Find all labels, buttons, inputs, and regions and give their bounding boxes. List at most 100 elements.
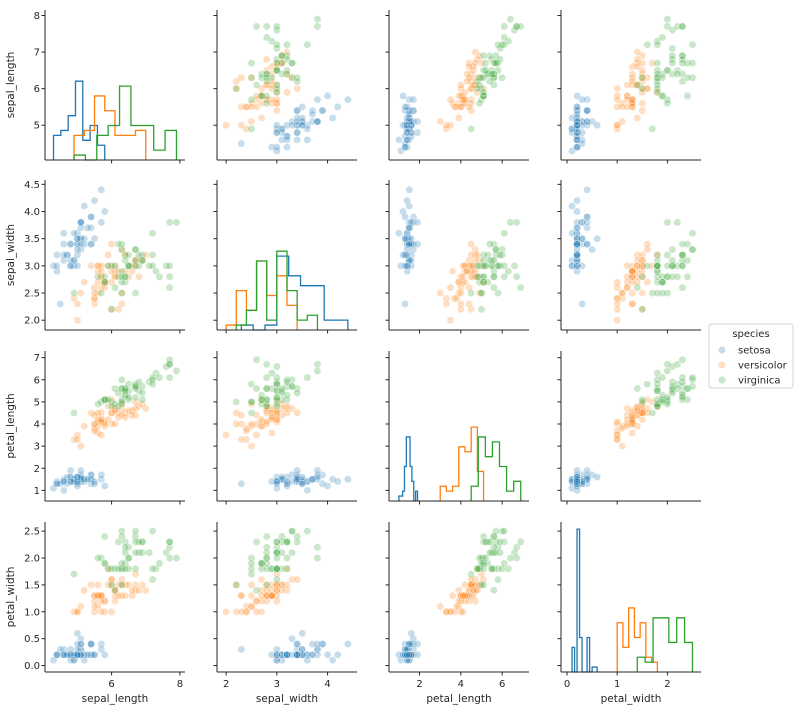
point-setosa xyxy=(583,240,591,249)
point-setosa xyxy=(288,470,296,479)
point-setosa xyxy=(573,110,581,119)
y-tick-label: 4.5 xyxy=(24,180,40,191)
point-versicolor xyxy=(467,106,476,115)
point-versicolor xyxy=(477,59,486,67)
histogram-virginica xyxy=(636,617,694,672)
point-virginica xyxy=(247,564,256,573)
point-virginica xyxy=(111,283,119,292)
point-versicolor xyxy=(247,117,256,126)
point-versicolor xyxy=(623,404,632,413)
point-setosa xyxy=(303,477,312,486)
point-setosa xyxy=(583,185,591,194)
point-versicolor xyxy=(450,607,459,616)
point-virginica xyxy=(688,373,697,382)
point-versicolor xyxy=(475,289,484,297)
point-virginica xyxy=(138,548,147,557)
histogram-setosa xyxy=(398,436,419,502)
point-versicolor xyxy=(278,581,286,589)
point-versicolor xyxy=(618,442,627,451)
point-setosa xyxy=(90,477,99,486)
point-virginica xyxy=(653,267,662,276)
point-versicolor xyxy=(456,591,465,600)
point-virginica xyxy=(673,70,682,78)
point-versicolor xyxy=(232,420,241,428)
point-setosa xyxy=(66,261,75,270)
point-setosa xyxy=(313,640,322,648)
point-setosa xyxy=(83,475,92,484)
point-versicolor xyxy=(128,411,136,420)
point-setosa xyxy=(97,218,106,227)
point-virginica xyxy=(678,251,687,259)
point-virginica xyxy=(658,73,667,82)
point-versicolor xyxy=(613,417,622,426)
point-setosa xyxy=(573,482,581,490)
point-virginica xyxy=(653,384,662,393)
point-virginica xyxy=(104,564,113,573)
point-virginica xyxy=(504,564,513,573)
point-versicolor xyxy=(638,99,647,108)
y-tick-label: 1.5 xyxy=(24,580,40,591)
point-versicolor xyxy=(107,240,116,249)
point-virginica xyxy=(504,267,513,276)
point-virginica xyxy=(479,73,488,82)
point-setosa xyxy=(83,223,92,232)
point-versicolor xyxy=(618,289,627,297)
point-virginica xyxy=(278,389,286,397)
point-versicolor xyxy=(135,272,143,281)
point-versicolor xyxy=(283,409,291,417)
point-virginica xyxy=(313,22,322,31)
point-setosa xyxy=(593,473,602,482)
point-virginica xyxy=(487,256,496,265)
point-versicolor xyxy=(442,607,451,616)
point-versicolor xyxy=(456,283,465,292)
point-virginica xyxy=(272,554,281,562)
y-tick-label: 6 xyxy=(34,84,40,95)
point-virginica xyxy=(165,218,174,227)
point-setosa xyxy=(283,479,291,488)
point-virginica xyxy=(648,125,657,133)
point-versicolor xyxy=(613,278,622,287)
point-virginica xyxy=(114,240,123,249)
y-tick-label: 3.0 xyxy=(24,261,40,272)
point-setosa xyxy=(313,117,322,126)
point-virginica xyxy=(510,26,519,35)
point-virginica xyxy=(485,240,494,249)
point-virginica xyxy=(272,543,281,552)
point-virginica xyxy=(494,40,502,49)
point-setosa xyxy=(401,261,410,270)
point-virginica xyxy=(283,40,291,49)
point-virginica xyxy=(117,581,126,589)
point-virginica xyxy=(131,393,140,402)
point-virginica xyxy=(516,283,525,292)
point-virginica xyxy=(473,272,482,281)
point-virginica xyxy=(494,289,502,297)
histogram-versicolor xyxy=(616,607,658,672)
point-virginica xyxy=(498,527,507,536)
point-virginica xyxy=(272,88,281,97)
point-virginica xyxy=(653,375,662,384)
point-virginica xyxy=(131,245,140,254)
point-setosa xyxy=(413,128,422,137)
point-setosa xyxy=(293,135,302,144)
point-virginica xyxy=(257,400,266,408)
point-virginica xyxy=(70,289,78,297)
point-virginica xyxy=(165,554,174,562)
point-versicolor xyxy=(638,106,647,115)
point-virginica xyxy=(467,570,476,579)
point-versicolor xyxy=(222,431,231,439)
point-versicolor xyxy=(613,103,622,111)
point-virginica xyxy=(638,395,647,404)
point-virginica xyxy=(247,73,256,82)
point-versicolor xyxy=(97,431,106,439)
legend-label-versicolor: versicolor xyxy=(738,361,788,372)
point-virginica xyxy=(272,378,281,386)
point-setosa xyxy=(298,103,307,111)
y-tick-label: 4.0 xyxy=(24,207,40,218)
point-virginica xyxy=(663,251,672,259)
point-setosa xyxy=(59,240,68,249)
point-virginica xyxy=(653,386,662,395)
point-virginica xyxy=(658,272,667,281)
point-virginica xyxy=(313,554,322,562)
point-versicolor xyxy=(97,415,106,424)
y-tick-label: 5 xyxy=(34,397,40,408)
